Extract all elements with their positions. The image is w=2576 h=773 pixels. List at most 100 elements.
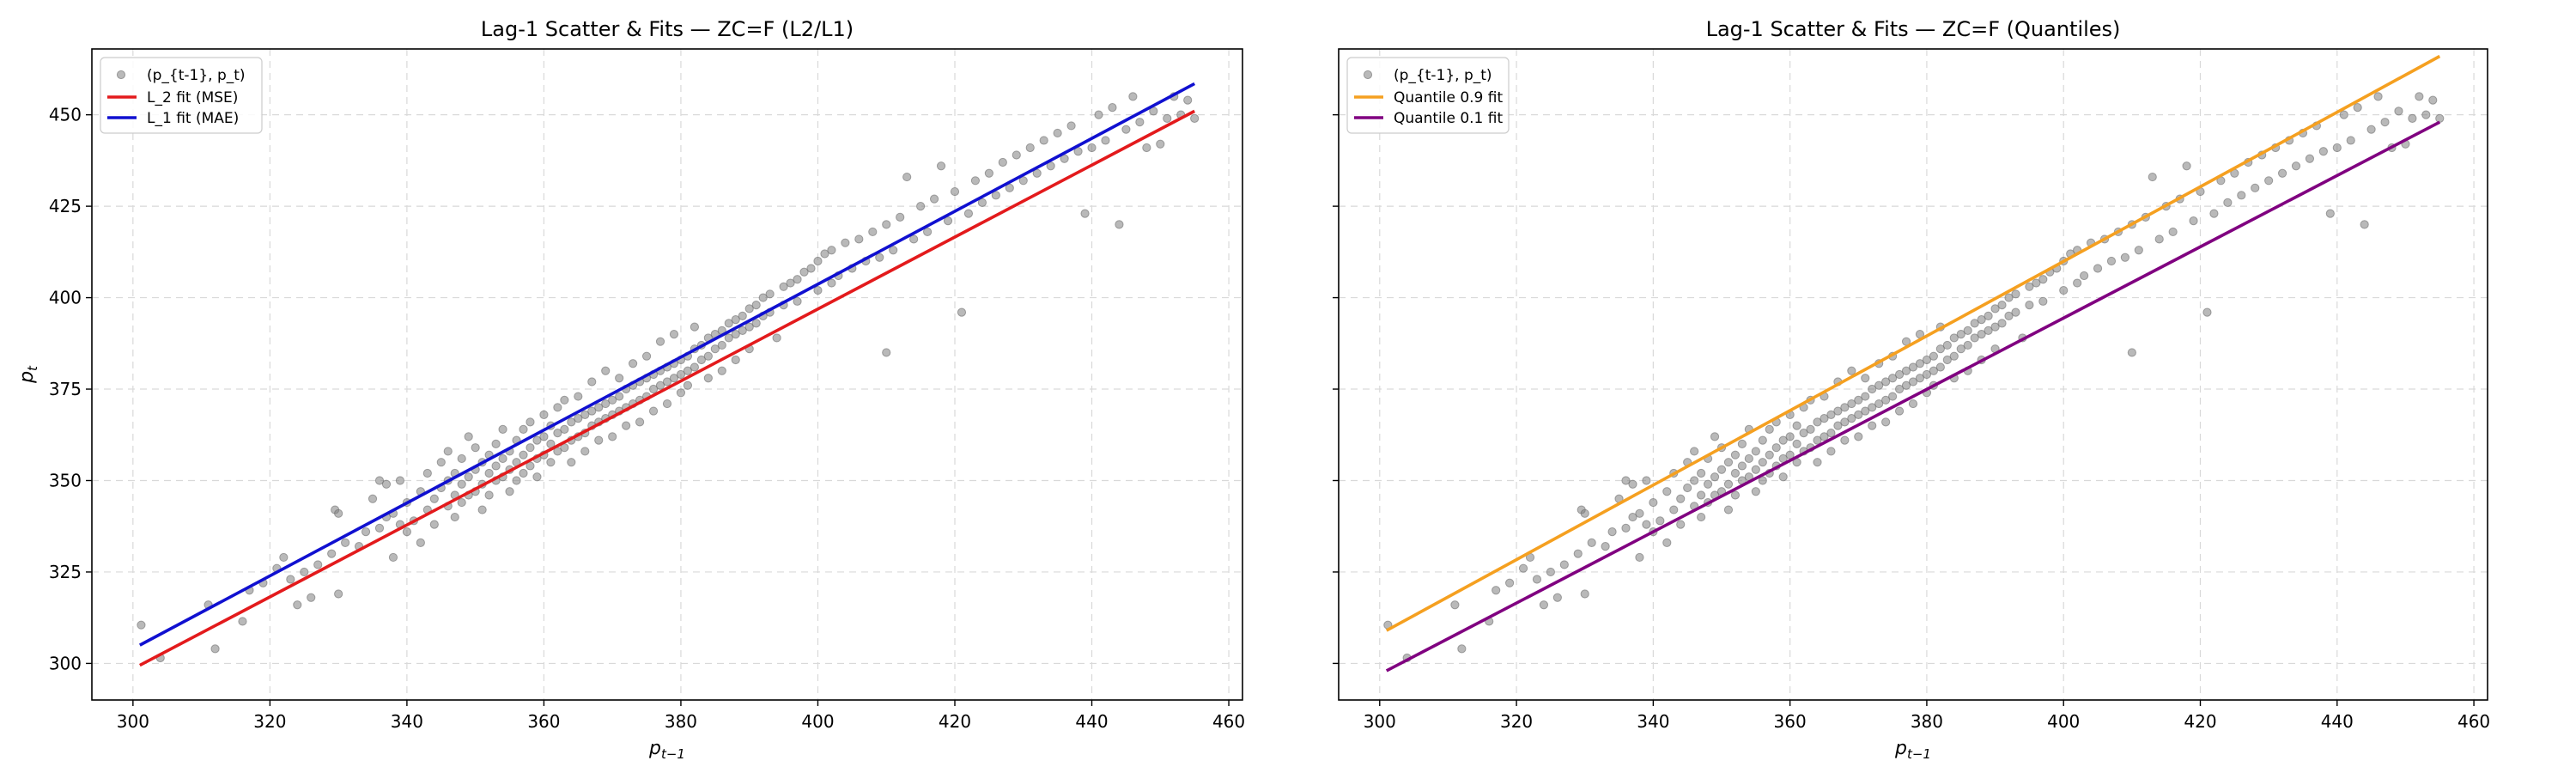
left-scatter-point	[560, 424, 569, 434]
left-chart-title: Lag-1 Scatter & Fits — ZC=F (L2/L1)	[481, 17, 854, 41]
left-scatter-point	[1025, 143, 1035, 153]
right-scatter-point	[1990, 322, 2000, 332]
left-x-tick-label: 300	[117, 711, 149, 732]
left-scatter-point	[731, 355, 740, 365]
left-scatter-point	[889, 246, 898, 255]
right-scatter-point	[2360, 220, 2369, 229]
right-scatter-point	[1990, 304, 2000, 313]
left-scatter-point	[594, 435, 604, 445]
right-scatter-point	[1847, 399, 1856, 409]
right-scatter-point	[1778, 435, 1788, 445]
left-scatter-point	[327, 549, 337, 558]
left-scatter-point	[786, 278, 795, 288]
left-scatter-point	[594, 403, 604, 412]
left-scatter-point	[450, 512, 459, 522]
left-fit-lines	[138, 82, 1196, 667]
right-x-tick-label: 420	[2184, 711, 2216, 732]
left-x-tick-label: 460	[1212, 711, 1245, 732]
left-scatter-point	[813, 285, 823, 295]
right-scatter-point	[1505, 578, 1515, 587]
left-scatter-point	[793, 275, 802, 284]
left-scatter-point	[703, 351, 713, 361]
right-scatter-point	[2318, 147, 2328, 156]
left-axis-ticks: 300 320 340 360 380 400 420 440 460 300 325 350 375 4…	[49, 105, 1245, 732]
left-scatter-point	[293, 600, 302, 610]
right-grid	[1339, 49, 2488, 700]
left-scatter-point	[758, 293, 768, 302]
left-scatter-point	[580, 447, 590, 456]
left-scatter-point	[943, 216, 953, 226]
right-scatter-point	[1662, 538, 1672, 547]
right-scatter-point	[2325, 209, 2335, 218]
right-scatter-point	[1628, 512, 1637, 522]
right-scatter-point	[1642, 520, 1651, 529]
right-scatter-point	[1690, 447, 1699, 456]
left-scatter-point	[827, 246, 836, 255]
left-scatter-point	[505, 487, 514, 496]
right-scatter-point	[1949, 351, 1959, 361]
left-scatter-point	[307, 593, 316, 602]
left-scatter-point	[491, 439, 501, 449]
left-scatter-point	[977, 198, 987, 207]
right-scatter-point	[2168, 227, 2178, 237]
left-scatter-point	[970, 176, 981, 186]
right-scatter-point	[2038, 275, 2048, 284]
left-scatter-point	[491, 461, 501, 471]
right-scatter-point	[1546, 567, 1555, 577]
left-scatter-point	[443, 447, 453, 456]
right-scatter-point	[1840, 435, 1850, 445]
right-scatter-point	[1984, 311, 1993, 320]
left-scatter-point	[744, 322, 754, 332]
left-scatter-point	[580, 410, 590, 419]
left-scatter-point	[717, 366, 726, 375]
right-scatter-point	[1854, 395, 1863, 405]
right-scatter-point	[1552, 593, 1562, 602]
left-scatter-point	[464, 432, 473, 441]
right-scatter-point	[1676, 520, 1686, 529]
left-legend-line-label-0: L_2 fit (MSE)	[147, 89, 238, 107]
right-scatter-point	[1492, 586, 1501, 595]
right-scatter-point	[1723, 479, 1734, 489]
left-scatter-point	[655, 337, 665, 346]
right-scatter-point	[1730, 468, 1741, 478]
right-scatter-point	[1539, 600, 1549, 610]
right-scatter-point	[1977, 330, 1986, 339]
right-scatter-point	[1874, 399, 1884, 409]
left-scatter-point	[553, 403, 562, 412]
right-scatter-point	[1868, 384, 1877, 394]
left-scatter-point	[484, 490, 494, 500]
left-scatter-point	[1163, 113, 1172, 124]
right-x-tick-label: 440	[2321, 711, 2354, 732]
left-scatter-point	[629, 359, 638, 368]
left-x-tick-label: 320	[253, 711, 286, 732]
left-scatter-point	[388, 552, 398, 563]
right-scatter-point	[1874, 380, 1884, 390]
right-scatter-point	[2373, 92, 2383, 101]
right-scatter-point	[1984, 326, 1993, 335]
right-scatter-point	[1697, 490, 1706, 500]
right-scatter-point	[2237, 191, 2246, 200]
left-scatter-point	[374, 523, 385, 533]
left-scatter-point	[300, 567, 309, 577]
right-scatter-point	[2038, 296, 2048, 306]
right-scatter-point	[1956, 344, 1965, 354]
left-scatter-point	[676, 388, 686, 398]
right-scatter-point	[1826, 410, 1836, 419]
left-scatter-point	[1066, 121, 1076, 131]
left-scatter-point	[841, 238, 850, 247]
right-scatter-point	[2106, 256, 2117, 266]
left-scatter-point	[539, 410, 549, 419]
right-legend: (p_{t-1}, p_t) Quantile 0.9 fit Quantile 0…	[1346, 57, 1510, 134]
right-x-tick-label: 400	[2047, 711, 2080, 732]
right-scatter-point	[2291, 161, 2301, 171]
left-scatter-point	[286, 575, 295, 584]
right-scatter-point	[1765, 450, 1774, 460]
right-x-tick-label: 360	[1774, 711, 1807, 732]
left-scatter-point	[477, 505, 487, 514]
right-scatter-point	[1723, 505, 1734, 514]
right-scatter-point	[1758, 435, 1767, 445]
right-scatter-point	[2394, 107, 2403, 116]
right-scatter-point	[2004, 311, 2014, 320]
left-scatter-point	[676, 369, 686, 380]
